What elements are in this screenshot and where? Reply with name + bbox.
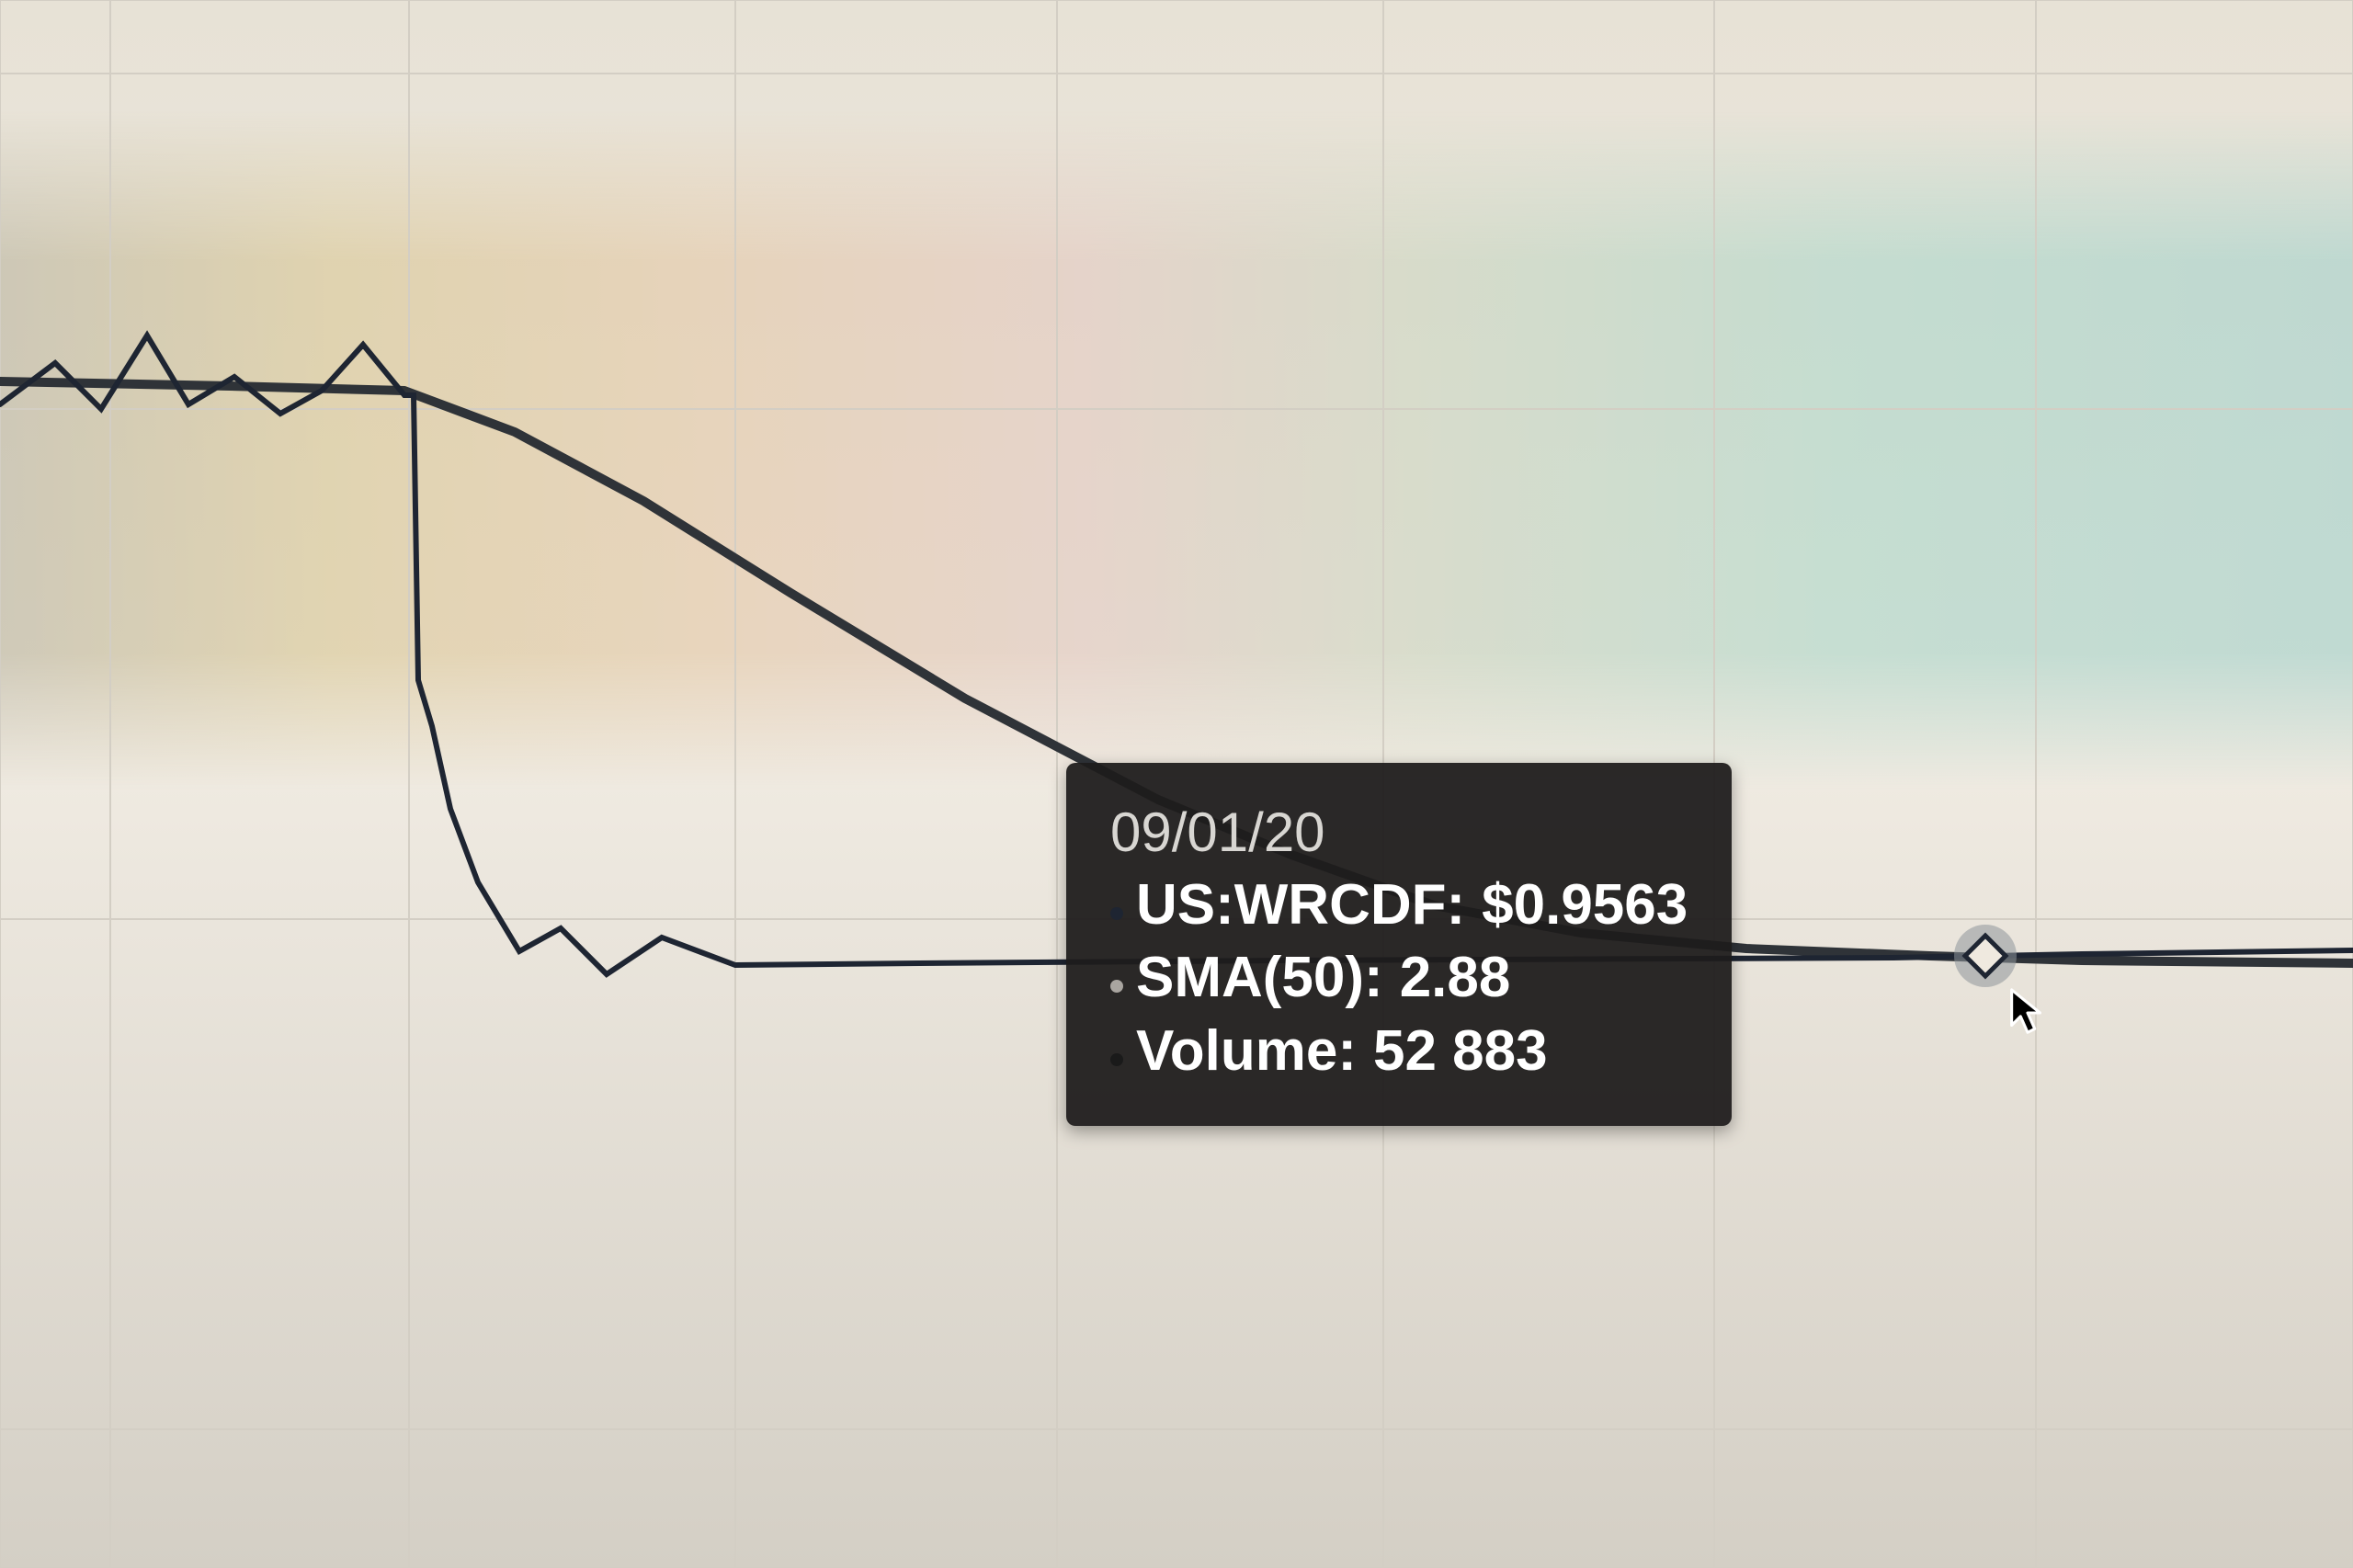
tooltip-date: 09/01/20: [1110, 798, 1688, 869]
tooltip-label: SMA(50):: [1136, 946, 1383, 1009]
tooltip-row-sma: SMA(50): 2.88: [1110, 941, 1688, 1014]
series-dot-icon: [1110, 980, 1123, 993]
hover-marker: [1954, 925, 2017, 987]
series-dot-icon: [1110, 1053, 1123, 1066]
series-dot-icon: [1110, 907, 1123, 920]
tooltip-row-volume: Volume: 52 883: [1110, 1015, 1688, 1087]
tooltip-label: Volume:: [1136, 1019, 1357, 1083]
tooltip-value: 2.88: [1400, 941, 1511, 1014]
stock-chart[interactable]: 09/01/20 US:WRCDF: $0.9563 SMA(50): 2.88…: [0, 0, 2353, 1568]
chart-tooltip: 09/01/20 US:WRCDF: $0.9563 SMA(50): 2.88…: [1066, 763, 1732, 1126]
tooltip-value: 52 883: [1373, 1015, 1548, 1087]
tooltip-value: $0.9563: [1482, 869, 1688, 941]
tooltip-row-price: US:WRCDF: $0.9563: [1110, 869, 1688, 941]
tooltip-label: US:WRCDF:: [1136, 873, 1465, 937]
